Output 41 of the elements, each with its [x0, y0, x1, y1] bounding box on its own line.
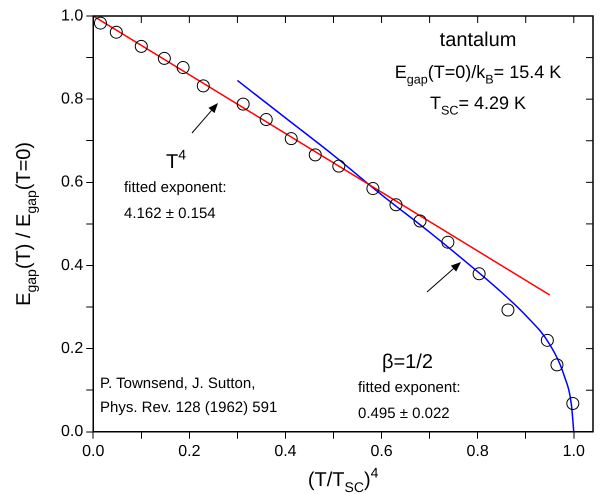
point — [332, 160, 346, 173]
point — [284, 132, 298, 146]
point — [501, 303, 514, 316]
annotation: tantalum — [440, 29, 516, 51]
y-tick-label: 0.6 — [60, 174, 84, 191]
point — [550, 358, 564, 372]
point — [260, 113, 273, 126]
point — [134, 40, 148, 53]
y-tick-label: 0.8 — [60, 90, 84, 108]
point — [389, 198, 402, 212]
x-tick-label: 0.4 — [274, 442, 297, 460]
point — [158, 52, 171, 65]
y-tick-label: 0.2 — [60, 340, 84, 358]
point — [196, 79, 210, 92]
annotation: 4.162 ± 0.154 — [124, 205, 216, 222]
point — [414, 214, 427, 228]
annotation: β=1/2 — [382, 351, 433, 373]
x-tick-label: 0.8 — [466, 442, 489, 460]
y-axis-title: Egap(T) / Egap(T=0) — [13, 142, 39, 306]
annotation: 0.495 ± 0.022 — [358, 405, 450, 422]
point — [472, 267, 486, 280]
point — [441, 236, 454, 249]
annotation: Phys. Rev. 128 (1962) 591 — [100, 399, 278, 416]
point — [566, 397, 580, 410]
x-tick-label: 0.6 — [370, 442, 393, 460]
annotation: fitted exponent: — [124, 179, 227, 196]
y-tick-label: 0.0 — [60, 423, 84, 440]
point — [176, 61, 190, 74]
point — [236, 98, 250, 111]
y-tick-label: 0.4 — [60, 256, 84, 274]
x-tick-label: 0.2 — [178, 442, 201, 460]
point — [366, 182, 380, 196]
annotation: fitted exponent: — [358, 379, 461, 396]
point — [110, 26, 123, 39]
x-tick-label: 0.0 — [82, 442, 104, 460]
annotation: P. Townsend, J. Sutton, — [100, 375, 256, 392]
y-tick-label: 1.0 — [60, 7, 84, 24]
point — [94, 16, 107, 30]
x-tick-label: 1.0 — [562, 442, 585, 460]
point — [540, 334, 554, 347]
point — [308, 148, 322, 162]
